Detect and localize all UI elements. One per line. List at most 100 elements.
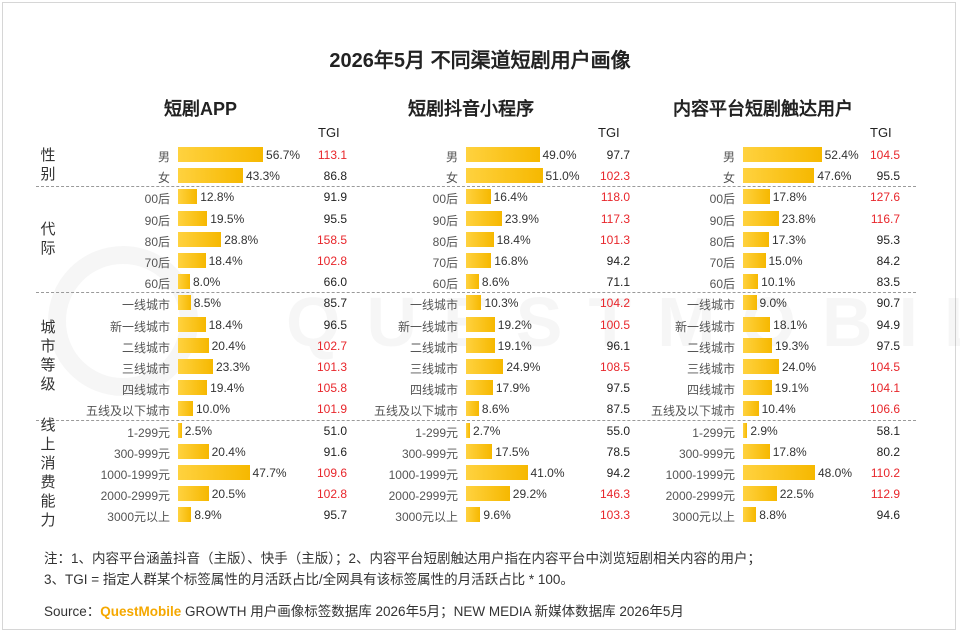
- data-label: 18.4%: [496, 232, 531, 247]
- tgi-value: 87.5: [606, 402, 630, 417]
- bar: [178, 486, 209, 502]
- category-label: 二线城市: [409, 340, 458, 355]
- bar: [743, 422, 748, 438]
- data-label: 24.0%: [782, 360, 817, 374]
- tgi-header: TGI: [870, 125, 892, 140]
- bar: [178, 443, 209, 459]
- category-label: 90后: [144, 213, 170, 228]
- group-label-char: 等: [40, 357, 56, 374]
- data-label: 10.0%: [196, 402, 231, 417]
- group-label-char: 别: [40, 166, 56, 184]
- category-label: 2000-2999元: [665, 489, 735, 504]
- bar: [743, 168, 815, 184]
- data-label: 41.0%: [530, 466, 565, 480]
- group-label-char: 能: [40, 492, 56, 510]
- tgi-value: 102.7: [316, 338, 347, 353]
- tgi-value: 83.5: [876, 275, 900, 290]
- group-label-char: 消: [40, 454, 56, 472]
- category-label: 1-299元: [127, 425, 170, 440]
- bar: [178, 465, 250, 480]
- bar: [743, 189, 770, 205]
- data-label: 10.1%: [761, 275, 796, 290]
- bar: [466, 253, 492, 268]
- bar: [178, 147, 264, 162]
- bar: [466, 422, 471, 438]
- category-label: 60后: [709, 277, 735, 292]
- category-label: 新一线城市: [109, 319, 170, 334]
- category-label: 五线及以下城市: [85, 404, 170, 419]
- data-label: 51.0%: [545, 169, 580, 184]
- category-label: 四线城市: [121, 383, 170, 398]
- data-label: 18.4%: [208, 317, 243, 332]
- data-label: 10.3%: [484, 296, 519, 311]
- tgi-value: 95.5: [876, 169, 900, 184]
- bar: [466, 274, 479, 290]
- bar: [466, 295, 482, 311]
- data-label: 22.5%: [779, 487, 814, 502]
- category-label: 300-999元: [113, 446, 170, 461]
- data-label: 17.3%: [771, 232, 806, 247]
- tgi-value: 113.1: [317, 148, 347, 162]
- bar: [178, 422, 182, 438]
- data-label: 16.4%: [493, 190, 528, 205]
- category-label: 新一线城市: [397, 319, 458, 334]
- bar: [466, 316, 495, 332]
- category-label: 二线城市: [686, 340, 735, 355]
- data-label: 19.1%: [774, 381, 809, 396]
- data-label: 2.5%: [184, 423, 213, 438]
- data-label: 17.9%: [495, 381, 530, 396]
- tgi-value: 118.0: [600, 190, 630, 205]
- category-label: 男: [445, 150, 458, 164]
- group-label-char: 际: [40, 240, 56, 258]
- data-label: 19.3%: [774, 338, 809, 353]
- tgi-value: 102.8: [316, 254, 347, 268]
- group-label-char: 上: [40, 435, 56, 453]
- data-label: 8.0%: [193, 275, 221, 290]
- tgi-value: 116.7: [870, 211, 900, 226]
- tgi-value: 101.3: [599, 232, 630, 247]
- category-label: 一线城市: [409, 298, 458, 313]
- category-label: 五线及以下城市: [373, 404, 458, 419]
- bar: [743, 210, 779, 226]
- tgi-value: 55.0: [606, 423, 630, 438]
- data-label: 20.5%: [211, 487, 246, 502]
- category-label: 3000元以上: [672, 510, 735, 525]
- data-label: 18.4%: [208, 254, 243, 268]
- bar: [743, 486, 777, 502]
- note-line-2: 3、TGI = 指定人群某个标签属性的月活跃占比/全网具有该标签属性的月活跃占比…: [44, 572, 574, 587]
- tgi-value: 71.1: [606, 275, 630, 290]
- source-line: Source：QuestMobile GROWTH 用户画像标签数据库 2026…: [44, 600, 684, 620]
- bar: [466, 231, 494, 247]
- bar: [743, 316, 771, 332]
- bar: [466, 359, 504, 374]
- data-label: 20.4%: [211, 338, 246, 353]
- category-label: 00后: [144, 192, 170, 207]
- group-label-char: 代: [40, 221, 56, 239]
- data-label: 10.4%: [761, 402, 796, 417]
- tgi-value: 146.3: [599, 487, 630, 502]
- tgi-value: 78.5: [606, 444, 630, 459]
- data-label: 17.5%: [495, 444, 530, 459]
- category-label: 二线城市: [121, 340, 170, 355]
- tgi-value: 95.3: [876, 232, 900, 247]
- tgi-value: 94.9: [876, 317, 900, 332]
- group-label: 线上消费能力: [40, 416, 56, 530]
- data-label: 19.1%: [497, 338, 532, 353]
- data-label: 8.6%: [481, 275, 510, 290]
- bar: [743, 274, 759, 290]
- category-label: 2000-2999元: [388, 489, 458, 504]
- bar: [466, 210, 502, 226]
- tgi-value: 94.2: [606, 254, 630, 268]
- bar: [743, 295, 757, 311]
- tgi-value: 127.6: [869, 190, 900, 205]
- category-label: 新一线城市: [674, 319, 735, 334]
- category-label: 60后: [432, 277, 458, 292]
- tgi-value: 97.5: [606, 381, 630, 396]
- tgi-value: 103.3: [599, 508, 630, 523]
- group-label-char: 线: [40, 416, 56, 434]
- data-label: 8.6%: [481, 402, 510, 417]
- data-label: 43.3%: [245, 169, 280, 184]
- data-label: 29.2%: [512, 487, 547, 502]
- tgi-value: 101.3: [316, 360, 347, 374]
- category-label: 1-299元: [692, 425, 735, 440]
